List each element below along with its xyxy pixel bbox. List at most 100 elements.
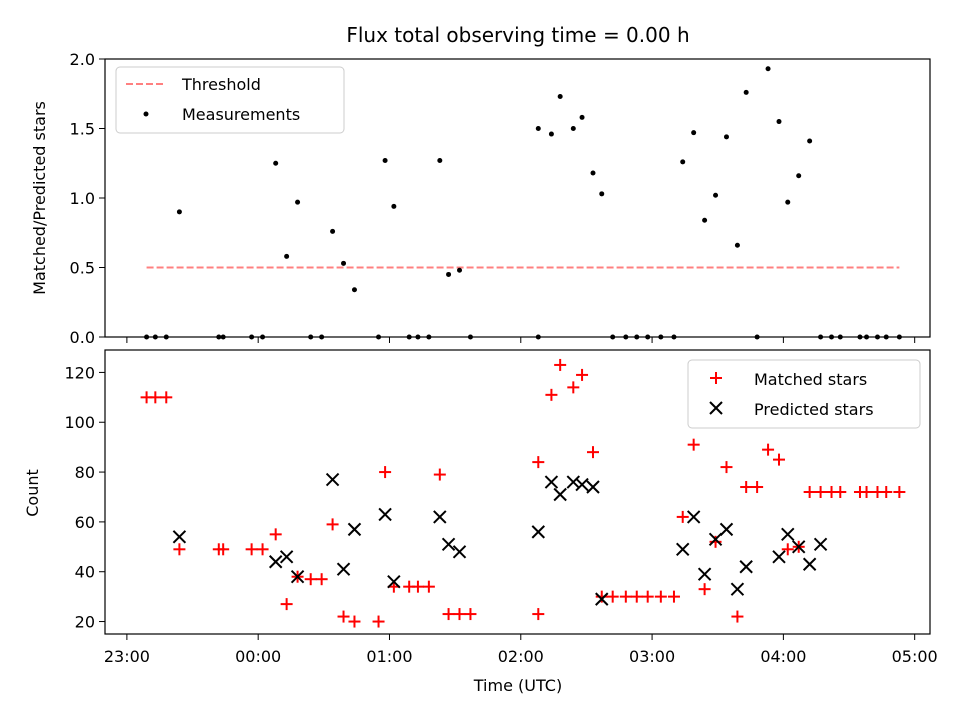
measurement-point: [548, 131, 554, 137]
matched-star-point: [269, 528, 282, 541]
measurement-point: [765, 66, 771, 72]
x-tick-label: 23:00: [104, 647, 150, 666]
measurement-point: [351, 287, 357, 293]
matched-star-point: [422, 580, 435, 593]
bottom-legend-box: [687, 359, 921, 429]
measurement-point: [807, 138, 813, 144]
matched-star-point: [698, 583, 711, 596]
bottom-y-ticks: 20 40 60 80 100 120: [64, 363, 105, 632]
matched-star-point: [464, 608, 477, 621]
matched-star-point: [709, 535, 722, 548]
matched-star-point: [567, 381, 580, 394]
matched-star-point: [348, 615, 361, 628]
legend-measurements-swatch: [143, 111, 149, 117]
predicted-star-point: [531, 525, 545, 539]
x-tick-label: 05:00: [892, 647, 938, 666]
x-tick-label: 00:00: [235, 647, 281, 666]
legend-predicted-label: Predicted stars: [754, 400, 874, 419]
predicted-star-point: [781, 527, 795, 542]
predicted-star-point: [452, 545, 467, 559]
predicted-star-point: [433, 510, 447, 524]
measurement-point: [437, 157, 443, 163]
matched-star-point: [245, 543, 258, 556]
y-tick-label: 40: [75, 563, 95, 582]
matched-star-point: [606, 590, 619, 603]
matched-star-point: [773, 453, 786, 466]
matched-star-point: [304, 573, 317, 586]
matched-star-point: [676, 510, 689, 523]
y-tick-label: 2.0: [70, 50, 95, 69]
predicted-star-point: [268, 555, 283, 569]
measurement-point: [796, 173, 802, 179]
measurement-point: [713, 192, 719, 198]
legend-threshold-label: Threshold: [181, 75, 261, 94]
legend-predicted-swatch: [709, 401, 723, 415]
bottom-axes-frame: [104, 349, 931, 635]
matched-star-point: [411, 580, 424, 593]
matched-star-point: [379, 466, 392, 479]
predicted-star-point: [739, 560, 753, 574]
measurement-point: [579, 114, 585, 120]
predicted-star-point: [566, 475, 581, 489]
x-tick-label: 03:00: [629, 647, 675, 666]
predicted-star-point: [595, 592, 609, 606]
chart-title: Flux total observing time = 0.00 h: [346, 23, 689, 47]
top-y-ticks: 0.0 0.5 1.0 1.5 2.0: [70, 50, 105, 347]
predicted-star-point: [387, 574, 401, 589]
measurement-point: [446, 271, 452, 277]
bottom-x-ticks: 23:00 00:00 01:00 02:00 03:00 04:00 05:00: [104, 634, 938, 666]
matched-star-point: [720, 461, 733, 474]
measurement-point: [176, 209, 182, 215]
matched-star-point: [545, 388, 558, 401]
measurement-point: [599, 191, 605, 197]
matched-star-point: [667, 590, 680, 603]
measurement-point: [557, 94, 563, 100]
predicted-star-point: [347, 522, 362, 537]
measurement-point: [702, 217, 708, 223]
legend-measurements-label: Measurements: [182, 105, 300, 124]
measurement-point: [785, 199, 791, 205]
predicted-star-point: [676, 542, 690, 557]
measurement-point: [535, 126, 541, 131]
legend-matched-swatch: [710, 372, 722, 384]
bottom-y-axis-label: Count: [23, 469, 42, 517]
matched-star-point: [731, 610, 744, 623]
predicted-star-point: [730, 582, 745, 596]
x-tick-label: 02:00: [498, 647, 544, 666]
predicted-star-point: [544, 475, 559, 489]
legend-matched-label: Matched stars: [754, 370, 867, 389]
predicted-star-point: [802, 557, 817, 571]
matched-star-point: [880, 486, 893, 498]
measurement-point: [776, 119, 782, 125]
measurement-point: [723, 134, 729, 140]
matched-star-point: [803, 486, 816, 498]
measurement-point: [590, 170, 596, 176]
top-legend: Threshold Measurements: [115, 66, 345, 134]
matched-star-point: [337, 610, 350, 623]
matched-star-point: [595, 590, 608, 603]
matched-star-point: [740, 481, 753, 494]
top-legend-box: [115, 66, 345, 134]
x-tick-label: 01:00: [366, 647, 412, 666]
y-tick-label: 60: [75, 513, 95, 532]
predicted-star-point: [378, 507, 392, 522]
measurement-point: [273, 160, 279, 166]
matched-star-point: [532, 456, 545, 469]
matched-star-point: [160, 391, 173, 404]
matched-star-point: [586, 446, 599, 459]
bottom-legend: Matched stars Predicted stars: [687, 359, 921, 429]
matched-star-point: [860, 486, 873, 498]
matched-star-point: [834, 486, 847, 498]
matched-star-point: [814, 486, 827, 498]
matched-star-point: [453, 608, 466, 621]
matched-star-point: [641, 590, 654, 603]
measurement-point: [457, 267, 463, 273]
predicted-star-point: [586, 480, 600, 494]
matched-star-point: [173, 543, 186, 556]
matched-star-point: [256, 543, 269, 556]
predicted-star-point: [575, 477, 589, 492]
matched-star-point: [687, 438, 700, 451]
matched-star-point: [654, 590, 667, 603]
matched-star-point: [433, 468, 446, 481]
predicted-star-point: [791, 540, 806, 554]
